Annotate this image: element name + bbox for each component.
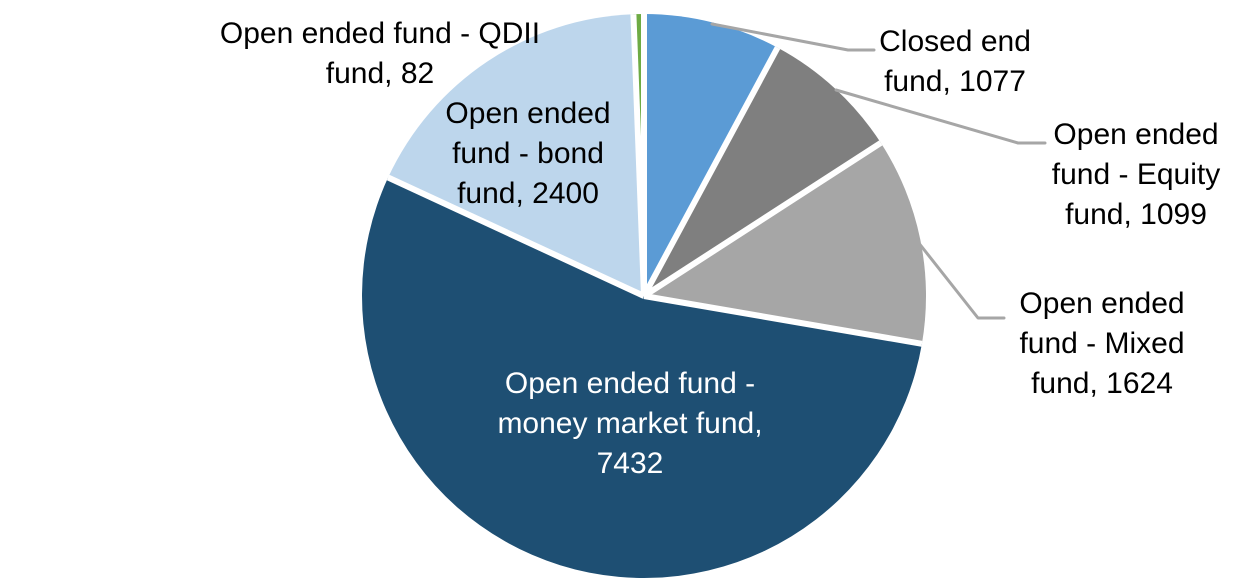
slice-separator bbox=[643, 293, 923, 347]
label-line: fund, 1077 bbox=[884, 65, 1026, 98]
pie-slice-bond bbox=[388, 14, 644, 296]
label-line: fund - Mixed bbox=[1019, 327, 1185, 360]
label-line: fund, 82 bbox=[325, 57, 435, 90]
slice-label-closed-end-fund: Closed end fund, 1077 bbox=[879, 22, 1031, 102]
leader-lines bbox=[710, 22, 1047, 320]
label-line: money market fund, bbox=[497, 407, 763, 440]
pie-slice-money-market bbox=[362, 177, 922, 578]
label-line: fund, 1099 bbox=[1065, 198, 1207, 231]
slice-separator bbox=[642, 140, 883, 299]
leader-line-closed-end-fund bbox=[710, 22, 876, 52]
slice-label-qdii-fund: Open ended fund - QDII fund, 82 bbox=[220, 14, 540, 94]
leader-line-mixed-fund bbox=[916, 240, 1006, 320]
leader-line-equity-fund bbox=[834, 88, 1047, 145]
label-line: fund, 2400 bbox=[457, 177, 599, 210]
pie-slice-equity bbox=[644, 47, 881, 296]
label-line: Open ended bbox=[1053, 118, 1219, 151]
pie-slice-mixed bbox=[644, 142, 927, 344]
label-line: Open ended bbox=[1019, 287, 1185, 320]
slice-separator bbox=[386, 174, 646, 299]
label-line: Open ended bbox=[445, 97, 611, 130]
label-line: fund - Equity bbox=[1051, 158, 1221, 191]
slice-separators bbox=[386, 14, 923, 347]
slice-label-bond-fund: Open ended fund - bond fund, 2400 bbox=[445, 94, 610, 214]
label-line: Open ended fund - QDII bbox=[219, 17, 541, 50]
slice-separator bbox=[641, 46, 781, 298]
slice-label-mixed-fund: Open ended fund - Mixed fund, 1624 bbox=[1019, 284, 1184, 404]
label-line: fund, 1624 bbox=[1031, 367, 1173, 400]
label-line: Open ended fund - bbox=[504, 367, 756, 400]
pie-slices bbox=[362, 14, 927, 578]
label-line: 7432 bbox=[596, 447, 664, 480]
slice-label-money-market-fund: Open ended fund - money market fund, 743… bbox=[497, 364, 762, 484]
slice-label-equity-fund: Open ended fund - Equity fund, 1099 bbox=[1052, 115, 1220, 235]
label-line: fund - bond bbox=[452, 137, 604, 170]
label-line: Closed end bbox=[879, 25, 1031, 58]
slice-separator bbox=[630, 14, 647, 297]
pie-slice-closed-end bbox=[644, 14, 778, 296]
